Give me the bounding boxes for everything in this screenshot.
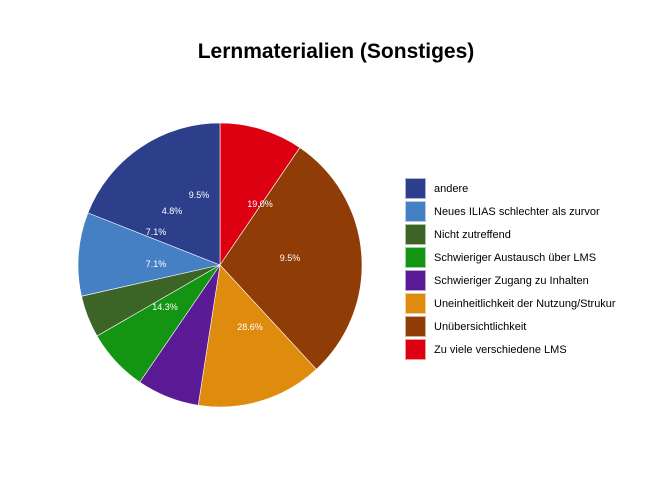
legend-label-5: Uneinheitlichkeit der Nutzung/Strukur: [434, 297, 616, 310]
slice-label-7: 19.0%: [247, 199, 273, 209]
legend-item-7: Zu viele verschiedene LMS: [405, 338, 616, 361]
legend-item-6: Unübersichtlichkeit: [405, 315, 616, 338]
pie-slice-6: [77, 212, 222, 297]
slice-label-1: 4.8%: [162, 206, 183, 216]
pie-slices: [77, 122, 363, 408]
legend-item-3: Schwieriger Austausch über LMS: [405, 246, 616, 269]
legend-label-0: andere: [434, 182, 469, 195]
pie-slice-1: [219, 147, 363, 370]
legend-swatch-5: [405, 293, 426, 314]
pie-slice-2: [197, 264, 317, 408]
slice-label-0: 9.5%: [189, 190, 210, 200]
legend-item-1: Neues ILIAS schlechter als zurvor: [405, 200, 616, 223]
legend-swatch-7: [405, 339, 426, 360]
legend-swatch-1: [405, 201, 426, 222]
legend-label-2: Nicht zutreffend: [434, 228, 511, 241]
legend-label-7: Zu viele verschiedene LMS: [434, 343, 567, 356]
legend-item-0: andere: [405, 177, 616, 200]
pie-slice-7: [87, 122, 221, 266]
legend-swatch-3: [405, 247, 426, 268]
slice-label-2: 7.1%: [146, 227, 167, 237]
slice-label-4: 14.3%: [152, 302, 178, 312]
pie-slice-0: [219, 122, 301, 266]
legend-label-6: Unübersichtlichkeit: [434, 320, 527, 333]
legend: andere Neues ILIAS schlechter als zurvor N…: [405, 177, 616, 361]
pie-slice-labels: 9.5% 4.8% 7.1% 7.1% 14.3% 28.6% 9.5% 19.0%: [146, 190, 301, 332]
legend-swatch-0: [405, 178, 426, 199]
legend-item-5: Uneinheitlichkeit der Nutzung/Strukur: [405, 292, 616, 315]
legend-swatch-4: [405, 270, 426, 291]
slice-label-3: 7.1%: [146, 259, 167, 269]
slice-label-6: 9.5%: [280, 253, 301, 263]
legend-item-2: Nicht zutreffend: [405, 223, 616, 246]
legend-label-3: Schwieriger Austausch über LMS: [434, 251, 597, 264]
legend-item-4: Schwieriger Zugang zu Inhalten: [405, 269, 616, 292]
legend-label-1: Neues ILIAS schlechter als zurvor: [434, 205, 600, 218]
legend-swatch-6: [405, 316, 426, 337]
chart-title: Lernmaterialien (Sonstiges): [197, 40, 475, 63]
slice-label-5: 28.6%: [237, 322, 263, 332]
legend-label-4: Schwieriger Zugang zu Inhalten: [434, 274, 589, 287]
legend-swatch-2: [405, 224, 426, 245]
